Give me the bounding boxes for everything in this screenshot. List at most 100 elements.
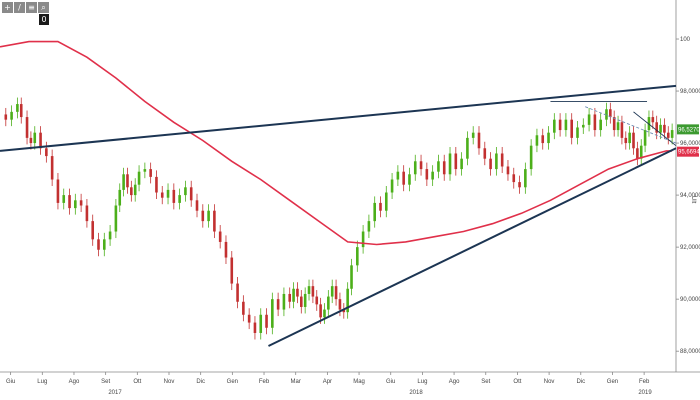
candle-body (466, 137, 469, 159)
candle-body (91, 221, 95, 240)
last-price-tag-label: 96,5270 (678, 127, 700, 133)
candle-body (643, 130, 647, 146)
candle-body (247, 314, 251, 323)
candle-body (16, 104, 19, 112)
candle-body (425, 169, 429, 180)
candle-body (390, 179, 394, 193)
candle-body (524, 169, 527, 188)
price-tags: 96,5270 95,6694 (677, 124, 700, 157)
candle-body (647, 117, 651, 131)
candle-body (149, 169, 152, 177)
trendline-support (268, 147, 677, 347)
candle-body (500, 153, 504, 167)
year-label: 2019 (638, 390, 652, 396)
candle-body (130, 187, 133, 196)
ma-tag-box (677, 146, 699, 157)
candle-body (442, 161, 446, 175)
candle-body (330, 286, 334, 297)
text-icon[interactable]: ≡ (26, 2, 37, 13)
candle-body (319, 304, 322, 318)
candle-body (178, 195, 181, 203)
x-tick-label: Lug (37, 379, 47, 385)
plus-icon[interactable]: + (2, 2, 13, 13)
x-tick-label: Giu (386, 379, 395, 385)
candle-body (25, 117, 29, 138)
x-tick-label: Gen (227, 379, 238, 385)
candle-body (122, 174, 125, 190)
candle-body (628, 132, 631, 144)
x-tick-label: Set (481, 379, 490, 385)
candle-body (612, 117, 616, 131)
candle-body (636, 148, 639, 159)
zoom-icon[interactable]: ⌕ (38, 2, 49, 13)
candle-body (342, 309, 346, 313)
candle-body (659, 124, 662, 133)
candle-body (419, 161, 423, 170)
candle-body (126, 174, 129, 188)
candle-body (29, 137, 33, 144)
candle-body (102, 239, 106, 250)
candle-body (19, 104, 23, 118)
x-tick-label: Nov (544, 379, 555, 385)
chart-toolbar: + / ≡ ⌕ (2, 2, 49, 13)
candle-body (4, 114, 8, 120)
candle-body (454, 153, 458, 170)
y-axis: 88,0000 90,0000 92,0000 94,0000 96,0000 98,00… (676, 37, 700, 355)
candle-body (512, 174, 516, 183)
candle-body (670, 130, 674, 138)
candle-body (350, 265, 353, 289)
candle-body (207, 210, 210, 222)
candle-body (118, 189, 122, 206)
candle-body (271, 299, 274, 328)
candle-body (323, 309, 326, 318)
x-axis: Giu Lug Ago Set Ott Nov Dic Gen Feb Mar Apr Mag Giu L… (6, 372, 652, 396)
candle-body (114, 205, 118, 232)
candle-body (137, 171, 141, 185)
candle-body (79, 200, 83, 206)
candle-body (564, 119, 568, 131)
candle-body (68, 195, 71, 209)
candle-body (437, 161, 440, 172)
candle-body (506, 166, 510, 175)
candle-body (477, 132, 481, 149)
year-label: 2017 (108, 390, 122, 396)
candle-body (334, 286, 338, 300)
candle-body (384, 192, 388, 211)
candle-body (663, 124, 666, 133)
candle-body (483, 148, 487, 159)
y-tick-label: 88,0000 (680, 349, 700, 355)
x-tick-label: Feb (639, 379, 650, 385)
candle-body (541, 135, 545, 144)
x-tick-label: Gen (607, 379, 618, 385)
side-label: Ult (690, 196, 696, 204)
candle-body (431, 171, 434, 180)
candle-body (160, 192, 164, 198)
candle-body (576, 127, 579, 138)
candle-body (338, 299, 342, 310)
candle-body (346, 288, 349, 313)
candle-body (184, 187, 187, 196)
trendline-flag-upper (633, 111, 677, 147)
candle-body (224, 241, 228, 258)
candle-body (133, 184, 137, 196)
candle-body (166, 189, 170, 198)
candle-body (489, 158, 492, 170)
pencil-icon[interactable]: / (14, 2, 25, 13)
candle-body (300, 296, 303, 307)
candle-body (45, 148, 48, 157)
candle-body (639, 145, 643, 159)
candle-body (288, 293, 292, 302)
x-tick-label: Lug (417, 379, 427, 385)
candle-body (230, 257, 234, 284)
candle-body (315, 296, 319, 305)
x-tick-label: Ott (513, 379, 521, 385)
candle-body (276, 299, 280, 310)
candle-body (296, 288, 299, 297)
candle-body (327, 296, 330, 310)
y-tick-label: 94,0000 (680, 193, 700, 199)
candle-body (396, 171, 400, 180)
candle-body (242, 301, 245, 315)
candle-body (518, 182, 521, 188)
candle-body (236, 283, 239, 302)
